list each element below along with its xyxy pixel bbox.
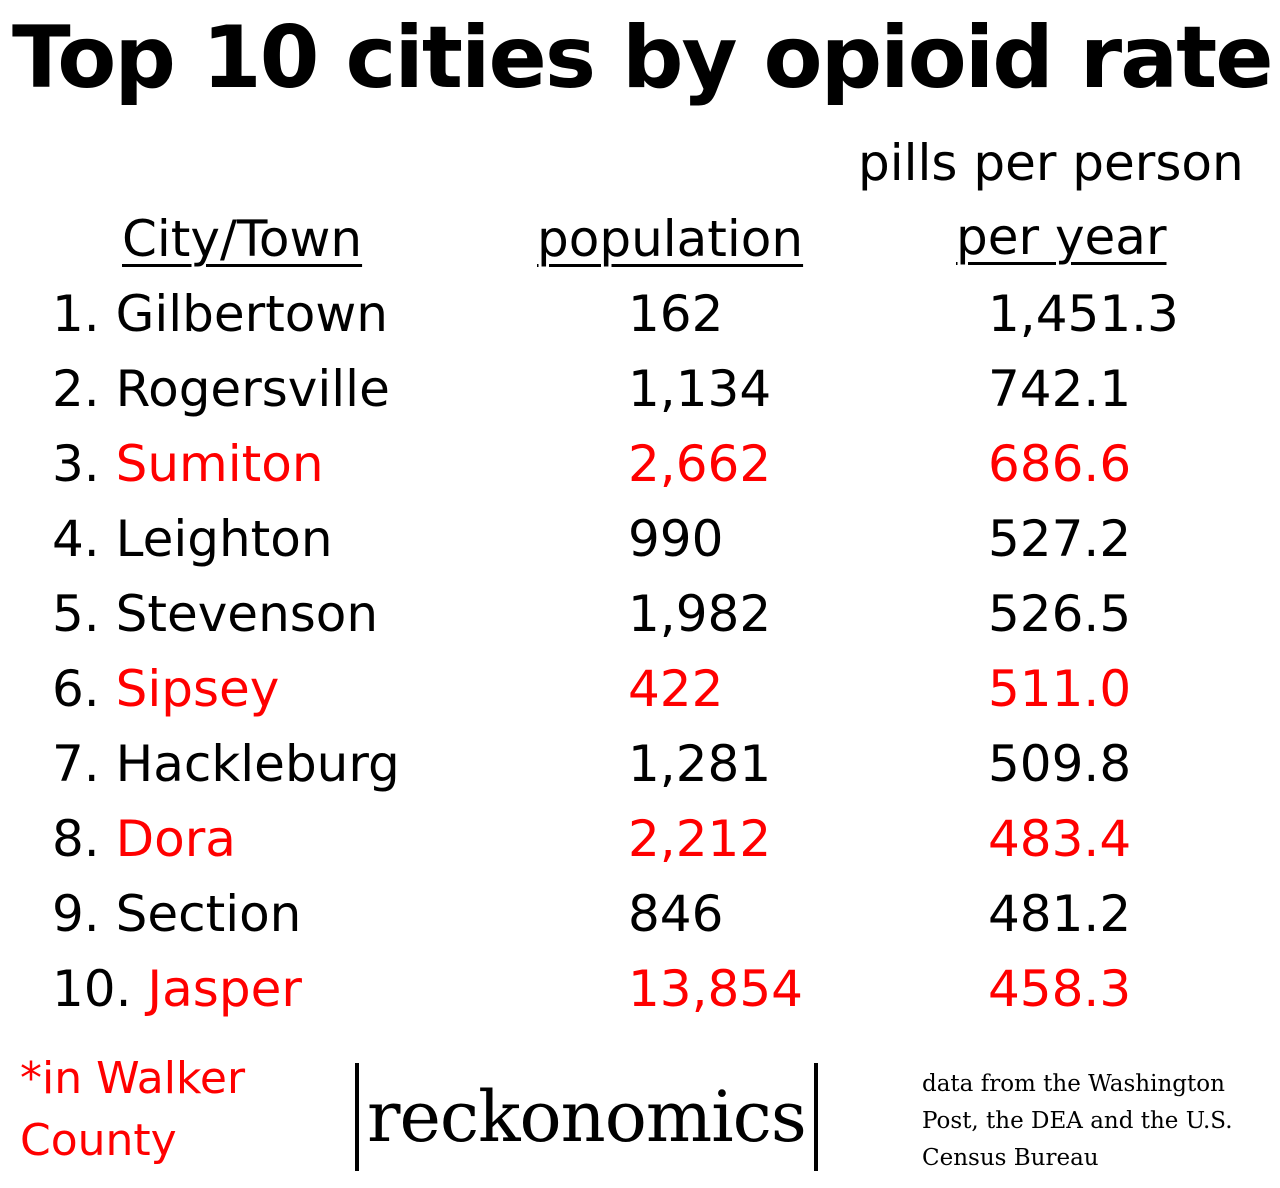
logo-text: reckonomics (367, 1076, 807, 1158)
rate-header-line1: pills per person (858, 134, 1244, 192)
table-row: 4. Leighton 990 527.2 (0, 507, 1280, 582)
rank-number: 7. (52, 735, 116, 793)
rank-number: 2. (52, 360, 116, 418)
table-row: 3. Sumiton 2,662 686.6 (0, 432, 1280, 507)
rate-cell: 509.8 (988, 735, 1132, 793)
table-row: 2. Rogersville 1,134 742.1 (0, 357, 1280, 432)
city-header: City/Town (122, 210, 363, 268)
city-name: Dora (115, 810, 236, 868)
population-cell: 422 (628, 660, 724, 718)
rate-cell: 526.5 (988, 585, 1132, 643)
population-cell: 13,854 (628, 960, 803, 1018)
population-cell: 990 (628, 510, 724, 568)
population-cell: 846 (628, 885, 724, 943)
chart-title: Top 10 cities by opioid rate (12, 8, 1274, 108)
rank-city-cell: 1. Gilbertown (52, 282, 388, 346)
rank-number: 8. (52, 810, 116, 868)
table-row: 5. Stevenson 1,982 526.5 (0, 582, 1280, 657)
rank-city-cell: 4. Leighton (52, 507, 333, 571)
rank-city-cell: 3. Sumiton (52, 432, 324, 496)
population-cell: 2,662 (628, 435, 772, 493)
city-name: Jasper (147, 960, 302, 1018)
rank-city-cell: 6. Sipsey (52, 657, 279, 721)
rank-city-cell: 2. Rogersville (52, 357, 390, 421)
rank-city-cell: 8. Dora (52, 807, 236, 871)
population-cell: 2,212 (628, 810, 772, 868)
rate-cell: 742.1 (988, 360, 1132, 418)
rank-number: 1. (52, 285, 116, 343)
rank-city-cell: 5. Stevenson (52, 582, 378, 646)
rate-cell: 527.2 (988, 510, 1132, 568)
population-cell: 1,982 (628, 585, 772, 643)
table-row: 1. Gilbertown 162 1,451.3 (0, 282, 1280, 357)
city-name: Leighton (115, 510, 333, 568)
city-name: Section (115, 885, 302, 943)
city-name: Sumiton (115, 435, 324, 493)
logo-right-bar (813, 1063, 818, 1171)
rank-number: 6. (52, 660, 116, 718)
table-row: 7. Hackleburg 1,281 509.8 (0, 732, 1280, 807)
data-table: 1. Gilbertown 162 1,451.3 2. Rogersville 1,1… (0, 282, 1280, 1032)
city-name: Sipsey (115, 660, 280, 718)
population-cell: 162 (628, 285, 724, 343)
rank-number: 10. (52, 960, 148, 1018)
rate-header-line2: per year (956, 208, 1167, 266)
rank-city-cell: 7. Hackleburg (52, 732, 400, 796)
table-row: 6. Sipsey 422 511.0 (0, 657, 1280, 732)
rate-cell: 686.6 (988, 435, 1132, 493)
table-row: 9. Section 846 481.2 (0, 882, 1280, 957)
population-header: population (537, 210, 804, 268)
rank-number: 9. (52, 885, 116, 943)
footnote: *in Walker County (20, 1053, 246, 1166)
rate-cell: 1,451.3 (988, 285, 1179, 343)
city-name: Gilbertown (115, 285, 388, 343)
logo-left-bar (355, 1063, 359, 1171)
city-name: Hackleburg (115, 735, 400, 793)
rate-cell: 458.3 (988, 960, 1132, 1018)
rate-cell: 483.4 (988, 810, 1132, 868)
rank-city-cell: 9. Section (52, 882, 301, 946)
rate-cell: 481.2 (988, 885, 1132, 943)
rank-number: 3. (52, 435, 116, 493)
city-name: Stevenson (115, 585, 379, 643)
table-row: 8. Dora 2,212 483.4 (0, 807, 1280, 882)
city-name: Rogersville (115, 360, 390, 418)
logo: reckonomics (355, 1062, 818, 1172)
rank-number: 4. (52, 510, 116, 568)
table-row: 10. Jasper 13,854 458.3 (0, 957, 1280, 1032)
rank-city-cell: 10. Jasper (52, 957, 302, 1021)
population-cell: 1,281 (628, 735, 772, 793)
population-cell: 1,134 (628, 360, 772, 418)
rate-cell: 511.0 (988, 660, 1132, 718)
rank-number: 5. (52, 585, 116, 643)
source-note: data from the Washington Post, the DEA a… (922, 1071, 1233, 1171)
